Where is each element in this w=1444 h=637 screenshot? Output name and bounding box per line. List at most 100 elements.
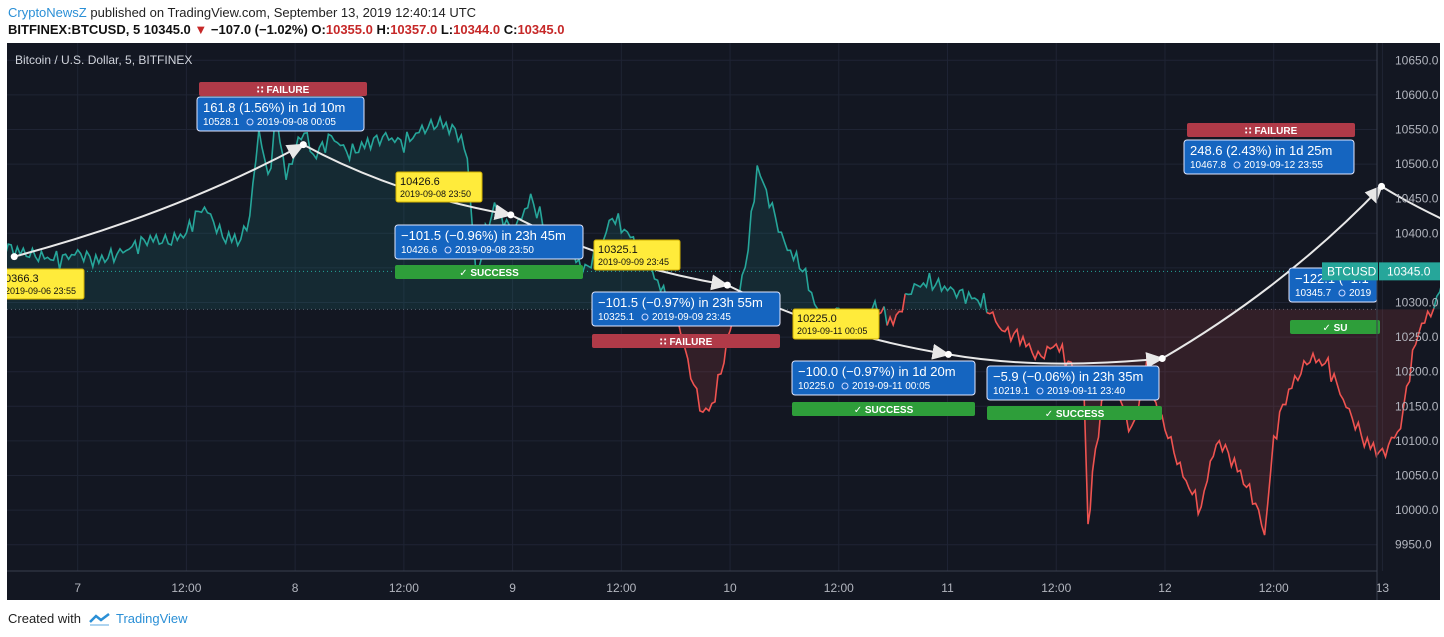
y-tick-label: 10450.0	[1395, 192, 1439, 206]
measure-time: 2019-09-08 23:50	[455, 245, 534, 256]
measure-box: −5.9 (−0.06%) in 23h 35m 10219.1 2019-09-1…	[986, 365, 1160, 401]
anchor-point	[507, 211, 515, 219]
publish-line: CryptoNewsZ published on TradingView.com…	[8, 5, 476, 20]
measure-price: 10325.1	[598, 312, 635, 323]
x-tick-label: 7	[74, 581, 81, 595]
x-tick-label: 9	[509, 581, 516, 595]
price-tag-bg	[1379, 262, 1440, 281]
grid	[7, 43, 1383, 571]
brand-link[interactable]: CryptoNewsZ	[8, 5, 87, 20]
projection-arrow	[948, 352, 1165, 369]
measure-box: 248.6 (2.43%) in 1d 25m 10467.8 2019-09-12…	[1183, 139, 1355, 175]
area-fill-down	[878, 306, 885, 315]
y-tick-label: 10600.0	[1395, 88, 1439, 102]
x-tick-label: 12:00	[389, 581, 419, 595]
symbol-tag-label: BTCUSD	[1327, 264, 1377, 278]
price-tag-value: 10426.6	[400, 176, 440, 188]
axes: 10650.0 10600.0 10550.0 10500.0 10450.0 10400…	[7, 43, 1440, 600]
badge-bg	[792, 402, 975, 416]
measure-box-bg	[791, 360, 976, 396]
last-price: 10345.0	[143, 22, 191, 37]
y-tick-label: 10650.0	[1395, 53, 1439, 67]
measure-box: −101.5 (−0.97%) in 23h 55m 10325.1 2019-09…	[591, 291, 781, 327]
price-line-down	[886, 293, 906, 328]
anchor-point	[10, 253, 18, 261]
badge-label: ∷ FAILURE	[660, 337, 713, 348]
close-value: 10345.0	[517, 22, 565, 37]
badge-label: ✓ SUCCESS	[854, 405, 914, 416]
success-badge: ✓ SUCCESS	[395, 265, 583, 279]
measure-time: 2019	[1349, 288, 1372, 299]
clock-icon	[1036, 387, 1044, 395]
y-tick-label: 10400.0	[1395, 226, 1439, 240]
y-tick-label: 10500.0	[1395, 157, 1439, 171]
symbol-tag-bg	[1322, 262, 1378, 281]
price-tag-value: 10225.0	[797, 313, 837, 325]
measure-change: 161.8 (1.56%) in 1d 10m	[203, 100, 345, 115]
badge-bg	[1290, 320, 1380, 334]
anchor-point	[944, 350, 952, 358]
x-tick-label: 12	[1158, 581, 1172, 595]
anchor-point	[1158, 354, 1166, 362]
y-tick-label: 10100.0	[1395, 434, 1439, 448]
measure-change: −100.0 (−0.97%) in 1d 20m	[798, 364, 956, 379]
footer: Created with TradingView	[8, 611, 188, 626]
measure-time: 2019-09-12 23:55	[1244, 160, 1323, 171]
price-line-up	[883, 306, 888, 326]
area-fill-up	[905, 273, 987, 313]
badge-label: ✓ SUCCESS	[1045, 409, 1105, 420]
badge-bg	[199, 82, 367, 96]
area-fill-down	[675, 307, 737, 413]
area-fill-up	[872, 301, 878, 315]
measure-time: 2019-09-11 23:40	[1047, 386, 1126, 397]
measure-price: 10219.1	[993, 386, 1030, 397]
high-value: 10357.0	[390, 22, 438, 37]
created-with-text: Created with	[8, 611, 81, 626]
open-label: O:	[311, 22, 326, 37]
low-label: L:	[440, 22, 454, 37]
success-badge: ✓ SUCCESS	[792, 402, 975, 416]
tradingview-link[interactable]: TradingView	[116, 611, 188, 626]
measure-box: −100.0 (−0.97%) in 1d 20m 10225.0 2019-09-…	[791, 360, 976, 396]
y-tick-label: 10250.0	[1395, 330, 1439, 344]
badge-label: ✓ SU	[1322, 323, 1347, 334]
low-value: 10344.0	[453, 22, 501, 37]
x-tick-label: 12:00	[1259, 581, 1289, 595]
projection-arrow	[1161, 184, 1383, 360]
x-tick-label: 8	[292, 581, 299, 595]
symbol-label: BITFINEX:BTCUSD, 5	[8, 22, 141, 37]
area-fill-up	[736, 165, 821, 318]
y-tick-label: 10550.0	[1395, 123, 1439, 137]
failure-badge: ∷ FAILURE	[199, 82, 367, 96]
measure-change: −101.5 (−0.97%) in 23h 55m	[598, 295, 763, 310]
anchor-point	[299, 141, 307, 149]
y-tick-label: 10050.0	[1395, 469, 1439, 483]
x-tick-label: 11	[941, 581, 954, 595]
projection-arrow	[1381, 185, 1444, 221]
area-fill-down	[887, 293, 906, 326]
x-tick-label: 10	[723, 581, 737, 595]
measure-time: 2019-09-11 00:05	[852, 381, 931, 392]
measure-box: 161.8 (1.56%) in 1d 10m 10528.1 2019-09-08…	[196, 96, 365, 132]
success-badge: ✓ SU	[1290, 320, 1380, 334]
measure-price: 10426.6	[401, 245, 438, 256]
failure-badge: ∷ FAILURE	[592, 334, 780, 348]
projection-arrow	[13, 143, 306, 258]
current-price-value: 10345.0	[1387, 264, 1431, 278]
down-arrow-icon: ▼	[194, 22, 208, 37]
y-tick-label: 10200.0	[1395, 365, 1439, 379]
published-text: published on TradingView.com, September …	[90, 5, 477, 20]
current-price-tag: BTCUSD 10345.0	[1322, 262, 1440, 281]
price-tag-time: 2019-09-09 23:45	[598, 257, 669, 267]
measure-box-bg	[196, 96, 365, 132]
close-label: C:	[503, 22, 518, 37]
chart-panel[interactable]: 0366.3 2019-09-06 23:55 10426.6 2019-09-08 …	[0, 43, 1444, 600]
price-tag-time: 2019-09-08 23:50	[400, 189, 471, 199]
price-tag-time: 2019-09-11 00:05	[797, 326, 867, 336]
y-tick-label: 10150.0	[1395, 399, 1439, 413]
badge-bg	[1187, 123, 1355, 137]
